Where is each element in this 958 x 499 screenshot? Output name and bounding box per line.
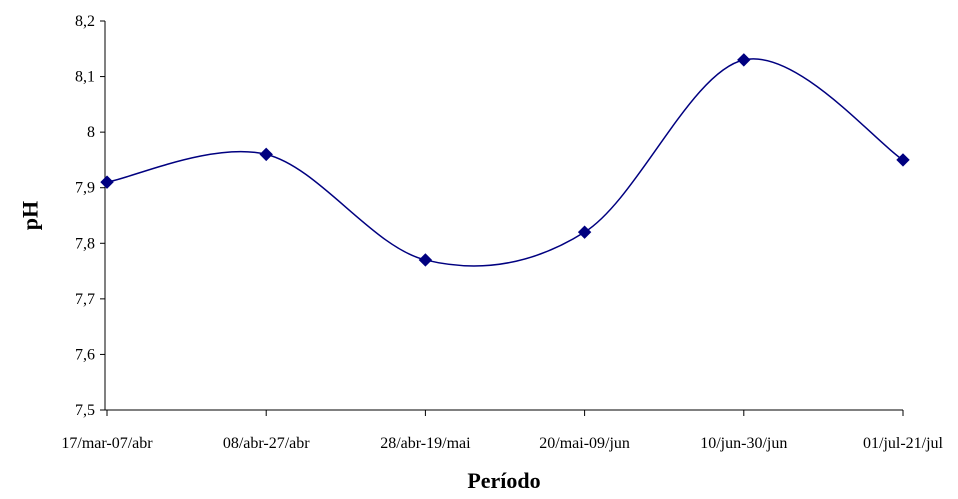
data-point-marker [896,153,910,167]
x-tick-label: 08/abr-27/abr [223,435,310,452]
x-tick-label: 17/mar-07/abr [61,435,153,452]
x-tick-label: 20/mai-09/jun [539,435,630,452]
axes [104,21,903,411]
y-tick-label: 7,5 [75,402,95,419]
y-axis-title: pH [18,201,43,230]
data-point-marker [418,253,433,267]
x-tick-label: 10/jun-30/jun [700,435,787,452]
data-point-marker [259,147,273,162]
y-tick-label: 8,1 [75,69,95,86]
y-ticks: 7,5 7,6 7,7 7,8 7,9 8 8,1 8,2 [75,13,105,419]
data-point-marker [100,175,114,189]
y-tick-label: 8 [87,124,95,141]
y-tick-label: 7,6 [75,346,95,363]
x-tick-label: 28/abr-19/mai [380,435,471,452]
data-point-marker [737,53,751,67]
y-tick-label: 8,2 [75,13,95,30]
x-axis-title: Período [467,468,540,493]
x-tick-label: 01/jul-21/jul [863,435,944,452]
series-layer [100,53,910,267]
y-tick-label: 7,8 [75,235,95,252]
data-point-marker [577,225,592,239]
y-tick-label: 7,9 [75,180,95,197]
series-line [106,58,904,267]
y-tick-label: 7,7 [75,291,95,308]
x-ticks: 17/mar-07/abr 08/abr-27/abr 28/abr-19/mai 2… [61,410,944,452]
